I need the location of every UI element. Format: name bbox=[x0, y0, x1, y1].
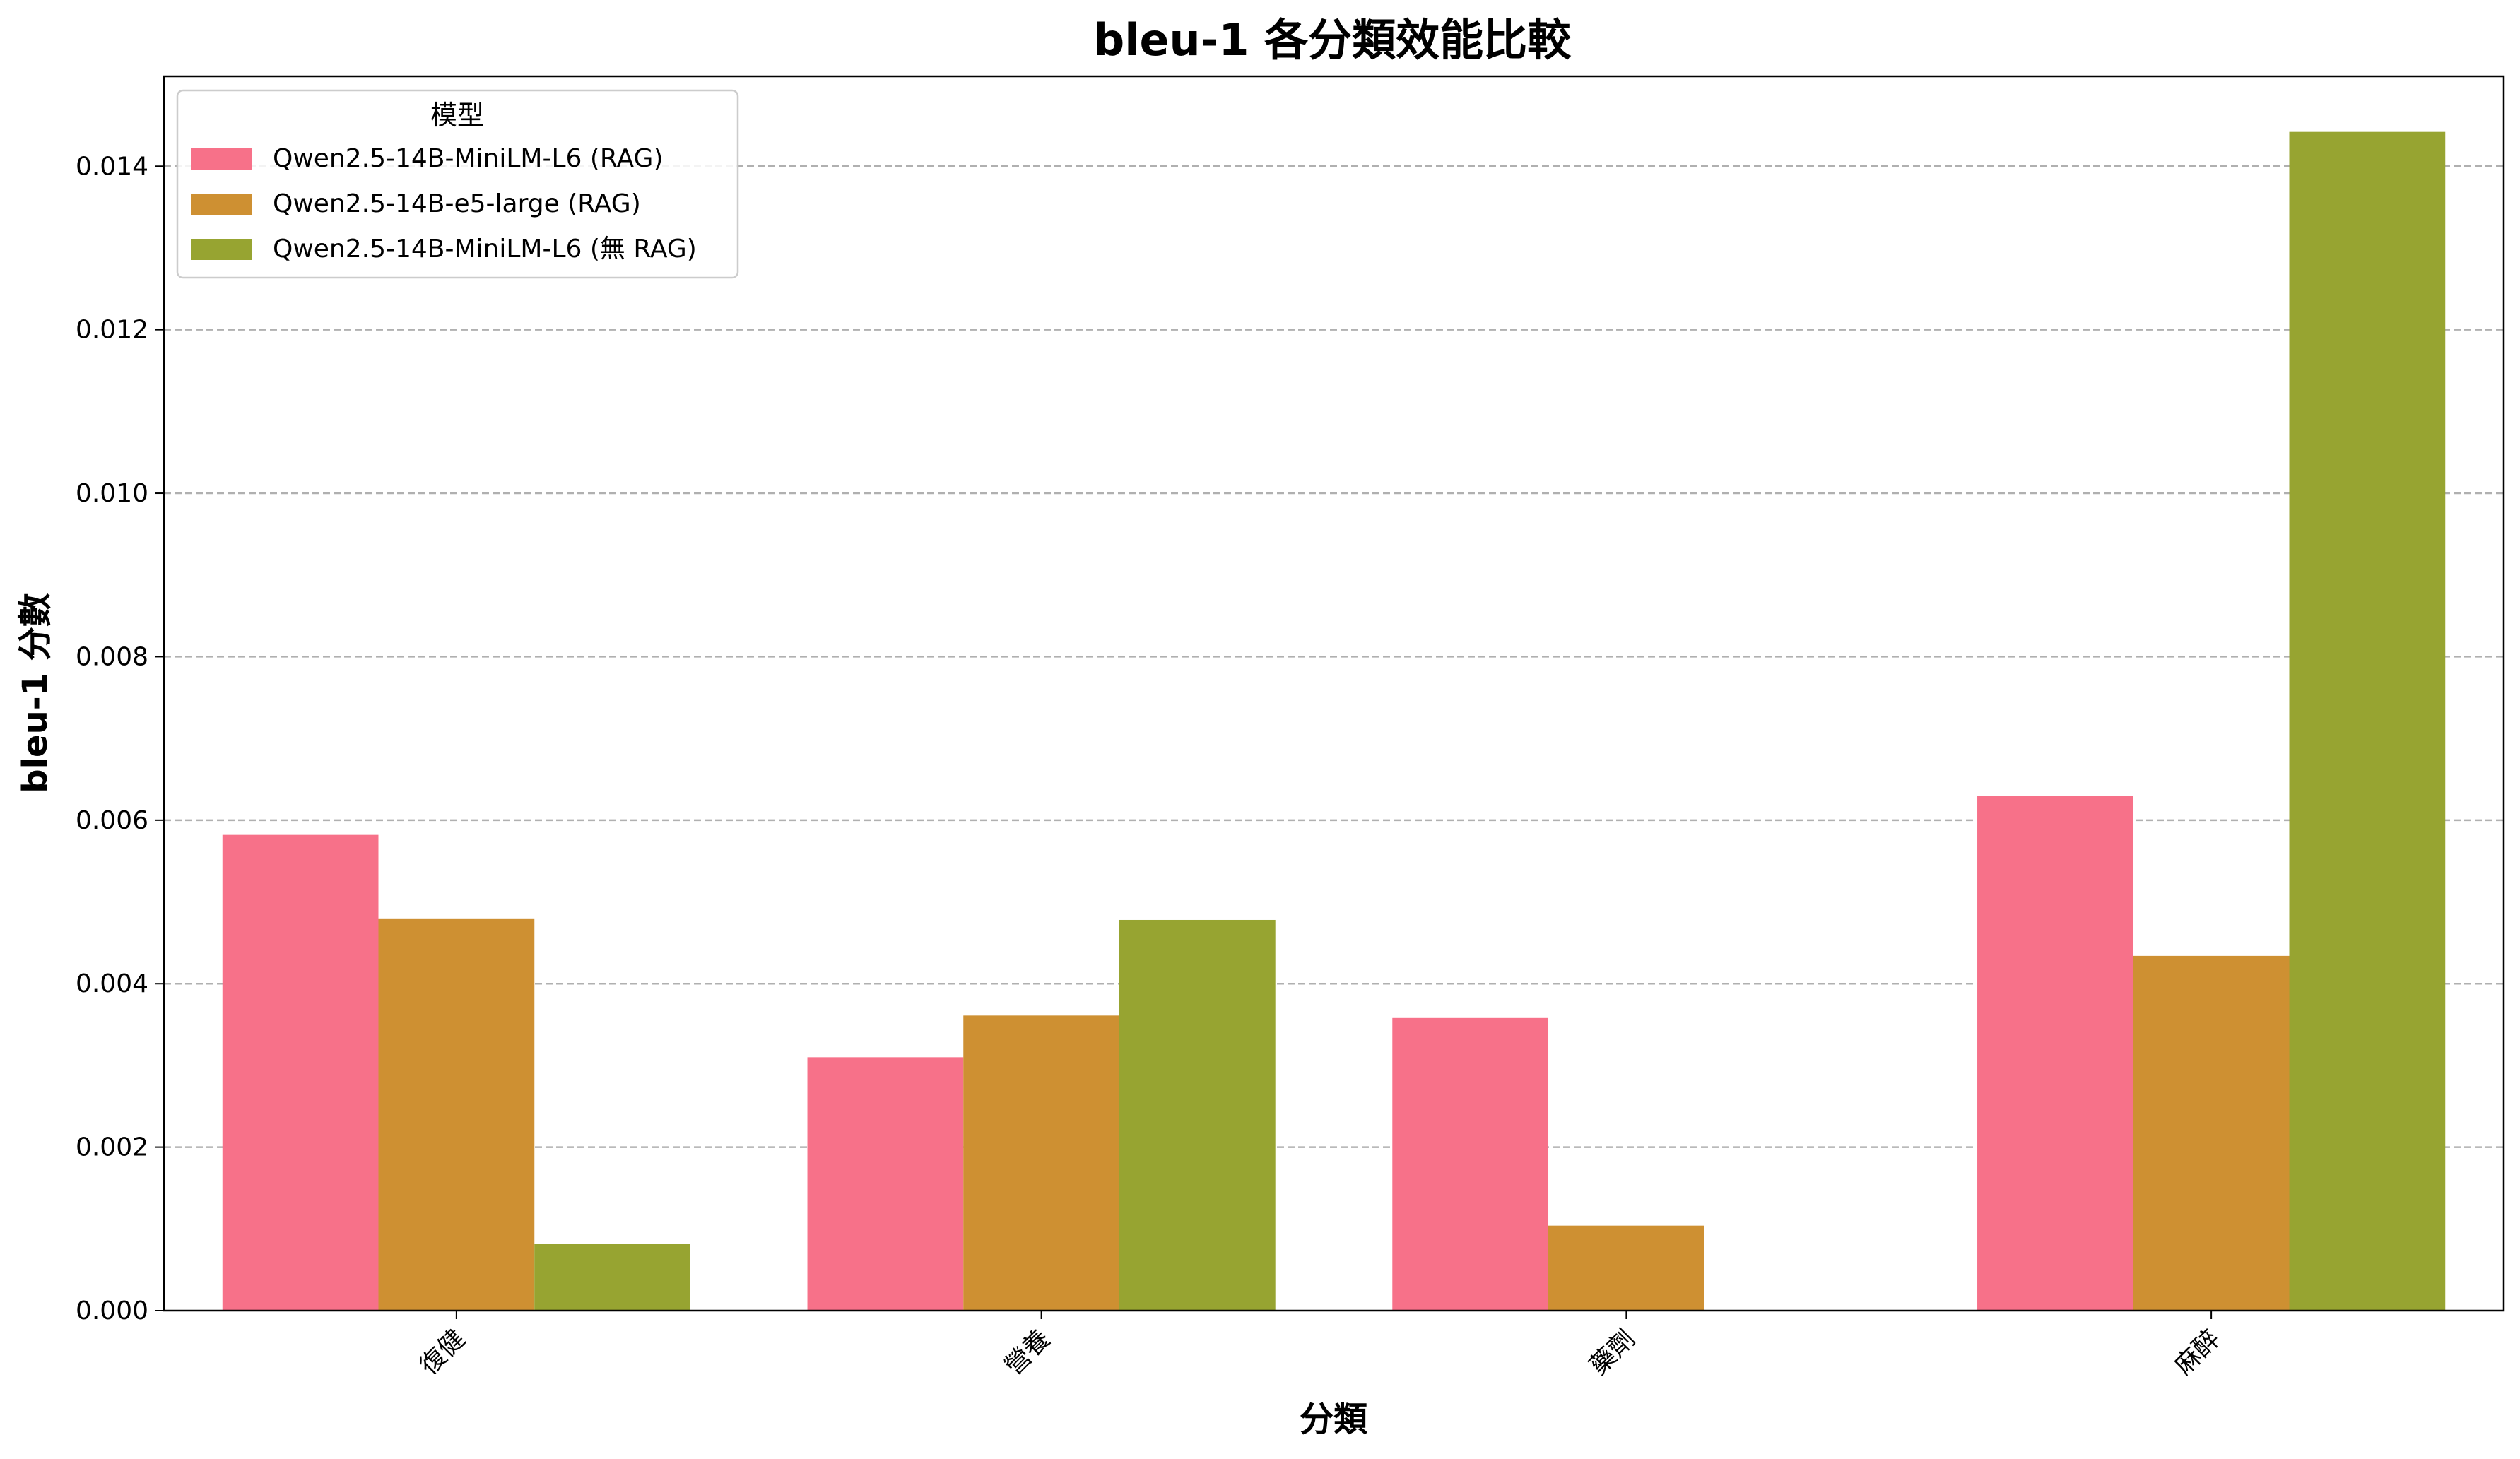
bar bbox=[378, 918, 535, 1311]
y-tick-label: 0.006 bbox=[76, 806, 148, 835]
x-tick-label: 藥劑 bbox=[1584, 1324, 1641, 1381]
bar bbox=[1119, 919, 1276, 1311]
bar bbox=[2289, 131, 2446, 1311]
legend-label: Qwen2.5-14B-e5-large (RAG) bbox=[273, 189, 641, 218]
y-tick-label: 0.000 bbox=[76, 1296, 148, 1325]
legend-swatch bbox=[191, 148, 252, 170]
y-tick-label: 0.004 bbox=[76, 969, 148, 998]
y-tick-label: 0.010 bbox=[76, 479, 148, 508]
legend-box bbox=[176, 89, 739, 279]
bar bbox=[1392, 1017, 1549, 1311]
x-tick-label: 復健 bbox=[414, 1324, 471, 1381]
legend-swatch bbox=[191, 194, 252, 215]
x-tick-label: 營養 bbox=[999, 1324, 1056, 1381]
plot-frame bbox=[163, 75, 2505, 1312]
grid-lines bbox=[164, 165, 2504, 1148]
bar bbox=[222, 834, 379, 1311]
legend-label: Qwen2.5-14B-MiniLM-L6 (RAG) bbox=[273, 144, 663, 173]
bars bbox=[222, 131, 2446, 1311]
legend-title: 模型 bbox=[430, 100, 484, 131]
y-axis-label: bleu-1 分數 bbox=[16, 593, 55, 793]
y-axis-ticks: 0.000 0.002 0.004 0.006 0.008 0.010 0.012 0.014 bbox=[76, 152, 164, 1325]
legend-items: Qwen2.5-14B-MiniLM-L6 (RAG) Qwen2.5-14B-e… bbox=[191, 144, 697, 264]
bar bbox=[963, 1015, 1119, 1311]
chart-title: bleu-1 各分類效能比較 bbox=[1093, 14, 1572, 66]
legend-label: Qwen2.5-14B-MiniLM-L6 (無 RAG) bbox=[273, 235, 697, 264]
bar bbox=[807, 1057, 964, 1311]
bar bbox=[1548, 1225, 1704, 1311]
y-tick-label: 0.008 bbox=[76, 642, 148, 671]
y-tick-label: 0.002 bbox=[76, 1133, 148, 1162]
bar bbox=[534, 1244, 690, 1311]
x-axis-label: 分類 bbox=[1300, 1400, 1368, 1439]
y-tick-label: 0.014 bbox=[76, 152, 148, 181]
legend: 模型 Qwen2.5-14B-MiniLM-L6 (RAG)Qwen2.5-14… bbox=[176, 89, 739, 279]
bar bbox=[2133, 955, 2290, 1311]
x-axis-ticks: 復健 營養 藥劑 麻醉 bbox=[414, 1311, 2225, 1381]
y-tick-label: 0.012 bbox=[76, 316, 148, 345]
bar bbox=[1977, 796, 2133, 1311]
legend-swatch bbox=[191, 239, 252, 260]
x-tick-label: 麻醉 bbox=[2169, 1324, 2226, 1381]
